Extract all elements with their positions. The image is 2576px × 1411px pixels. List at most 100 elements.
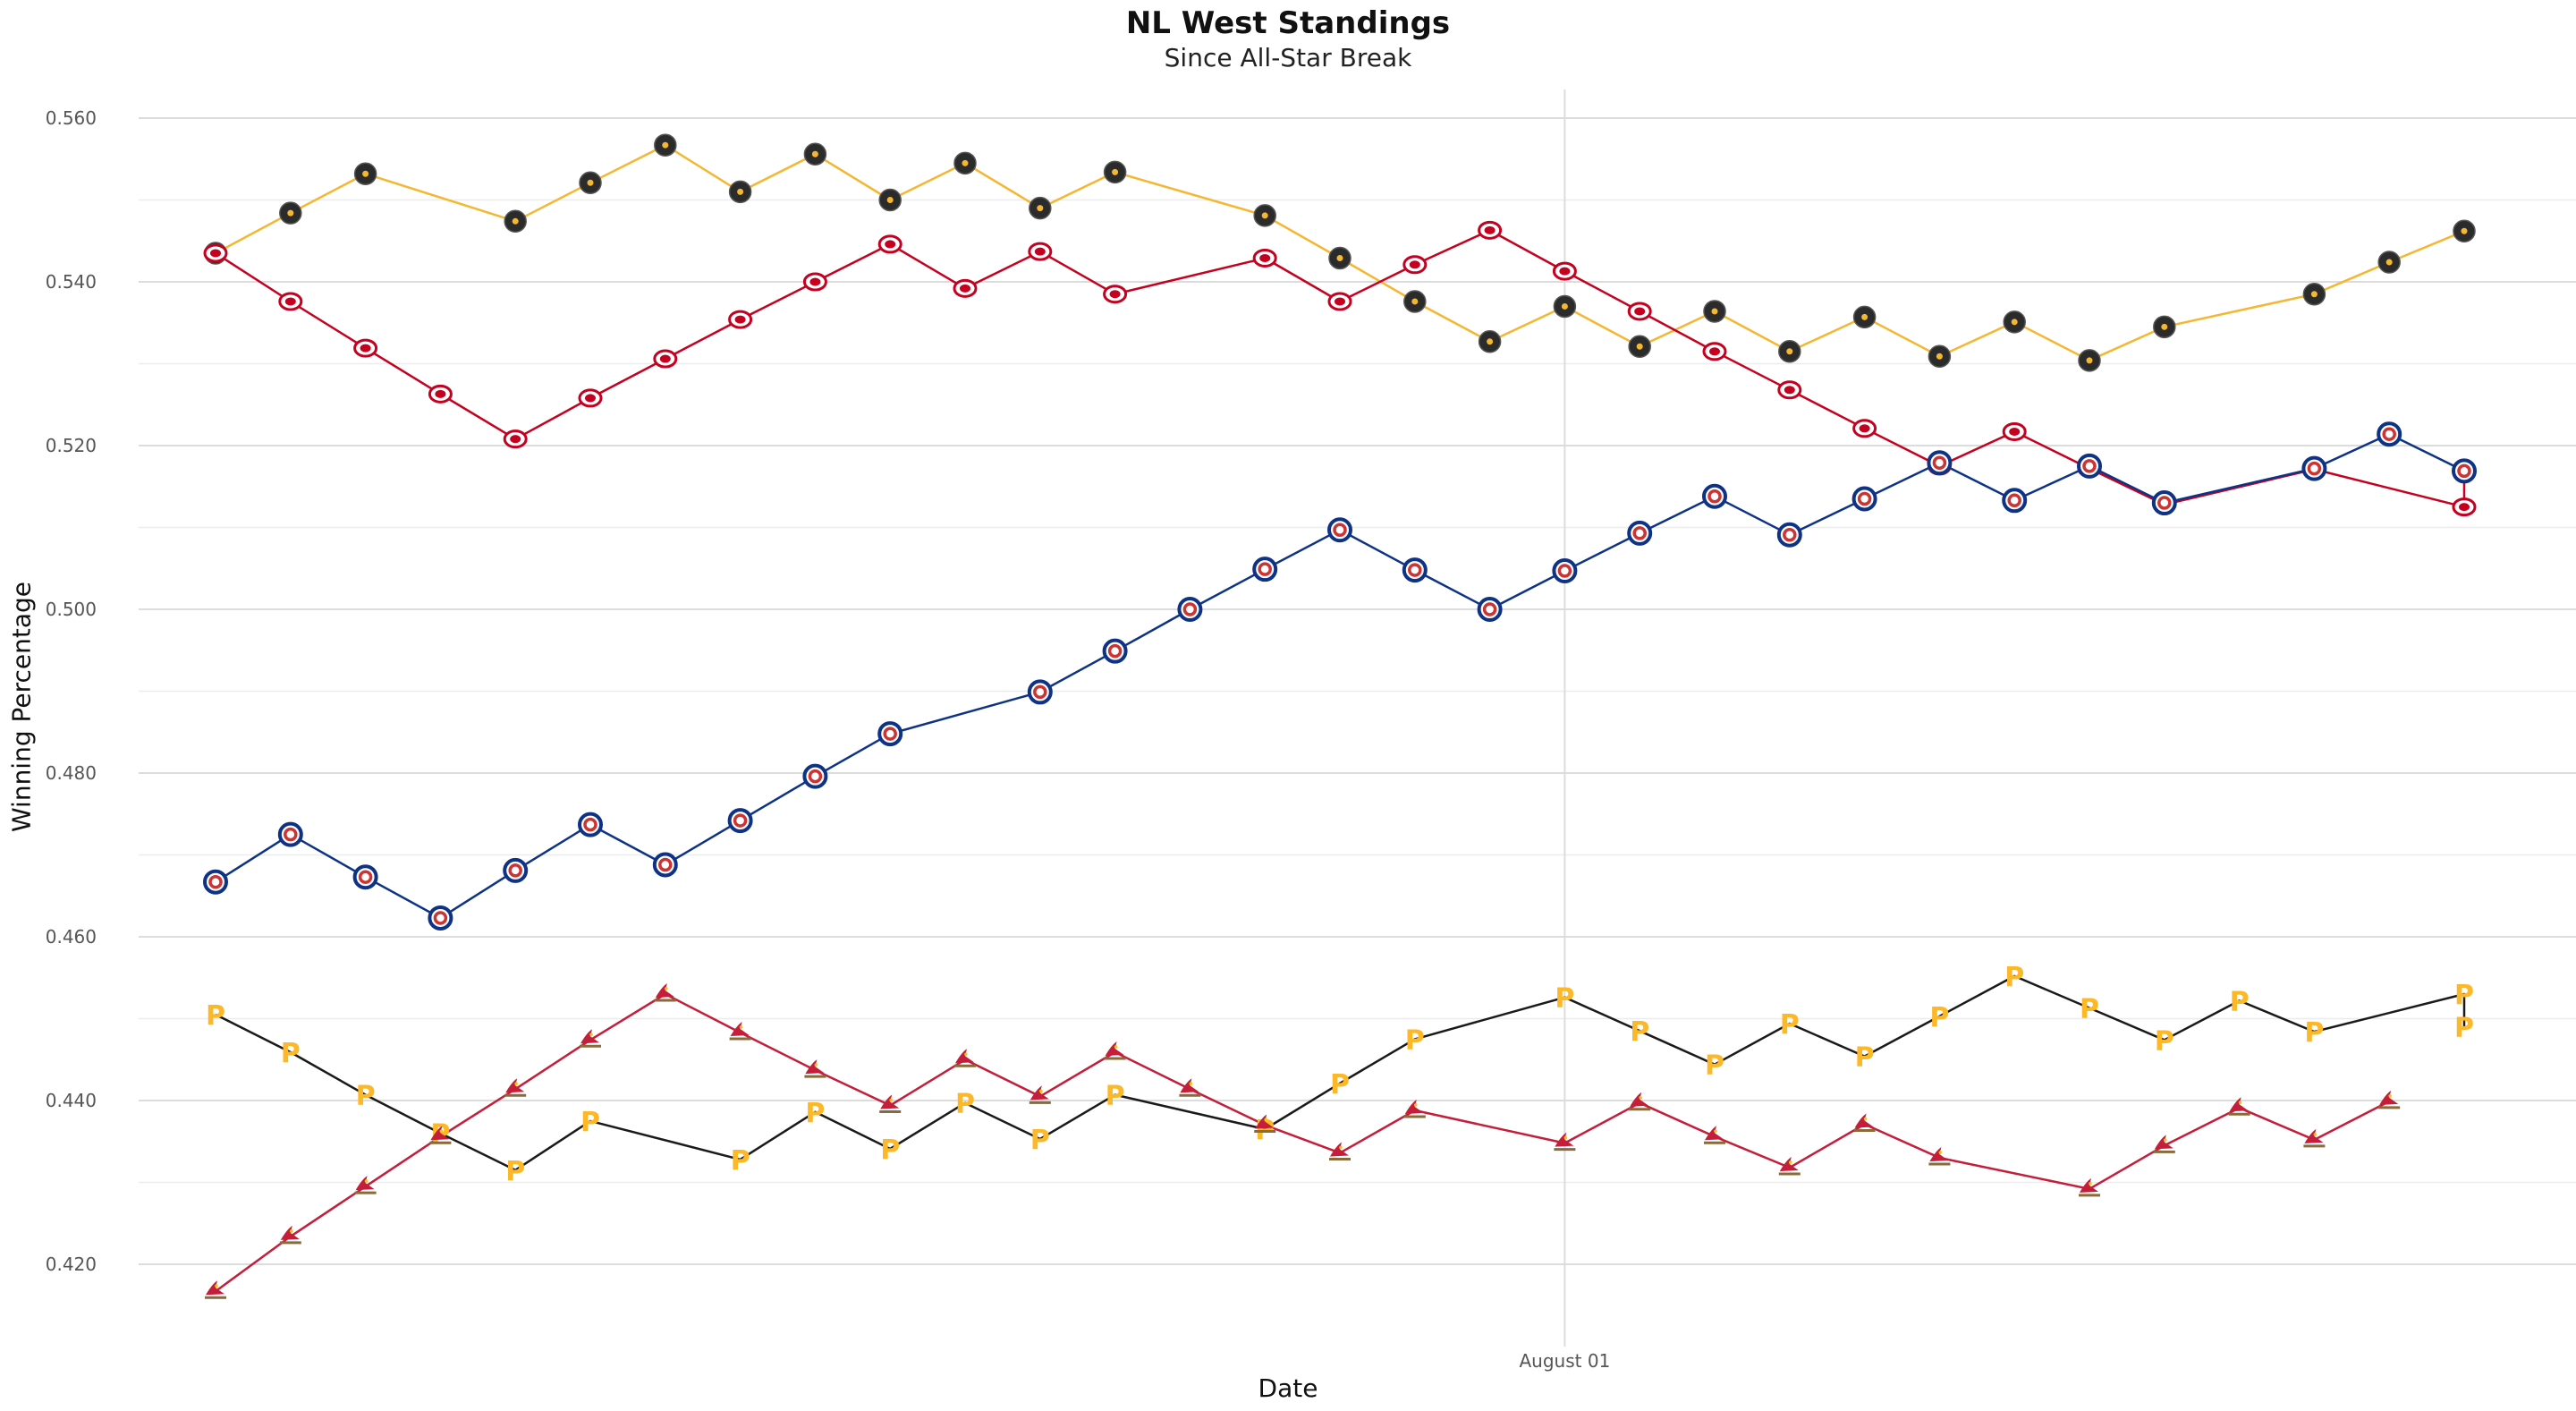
point-bird xyxy=(1330,1142,1349,1157)
data-point-cardinal-bird xyxy=(2079,1177,2100,1197)
point-beak xyxy=(964,1052,968,1057)
point-oval-core xyxy=(1484,225,1496,234)
data-point-blue-ring xyxy=(578,812,603,837)
point-letter: P xyxy=(2155,1025,2174,1057)
data-point-dark-circle xyxy=(1328,246,1352,270)
point-ring-core xyxy=(583,817,597,832)
data-point-letter-P: P xyxy=(1929,1002,1949,1033)
point-dot xyxy=(1336,254,1343,261)
point-letter: P xyxy=(356,1081,376,1112)
data-point-cardinal-bird xyxy=(2303,1128,2326,1148)
point-beak xyxy=(1264,1118,1267,1122)
data-point-red-oval xyxy=(1777,380,1802,400)
data-point-red-oval xyxy=(1252,248,1277,268)
point-oval-core xyxy=(1034,247,1046,256)
point-ring-core xyxy=(1408,563,1422,577)
point-oval-core xyxy=(1559,267,1571,276)
point-dot xyxy=(512,217,519,225)
point-dot xyxy=(662,141,669,149)
point-bird xyxy=(655,983,674,999)
point-letter: P xyxy=(1330,1069,1350,1101)
point-bird xyxy=(955,1049,974,1064)
axis-ticks: 0.420 0.440 0.460 0.480 0.500 0.520 0.540 0.560… xyxy=(46,107,1611,1372)
point-dot xyxy=(287,209,294,217)
point-bird xyxy=(1705,1126,1724,1141)
point-oval-core xyxy=(960,284,970,293)
point-ring xyxy=(1852,486,1877,512)
point-beak xyxy=(589,1033,593,1037)
data-point-dark-circle xyxy=(2377,251,2401,274)
data-point-blue-ring xyxy=(727,808,753,834)
point-ring xyxy=(2452,458,2477,484)
data-point-red-oval xyxy=(353,338,378,358)
point-ring-core xyxy=(2382,427,2396,441)
point-letter: P xyxy=(1630,1016,1649,1048)
point-letter: P xyxy=(1030,1125,1050,1156)
y-tick-label: 0.460 xyxy=(46,926,97,948)
point-dot xyxy=(1037,205,1044,212)
point-dot xyxy=(737,188,744,195)
point-ring xyxy=(352,864,378,890)
data-point-dark-circle xyxy=(1103,160,1127,184)
data-point-cardinal-bird xyxy=(654,983,676,1002)
point-ring xyxy=(1776,522,1802,548)
point-dot xyxy=(1411,298,1419,305)
data-point-red-oval xyxy=(1627,302,1652,321)
point-oval-core xyxy=(1335,297,1345,306)
series-line-3 xyxy=(215,432,2465,920)
point-ring-core xyxy=(2082,459,2097,473)
data-point-cardinal-bird xyxy=(1928,1147,1951,1166)
data-point-dark-circle xyxy=(1778,340,1801,363)
y-tick-label: 0.540 xyxy=(46,271,97,293)
point-bird xyxy=(1630,1092,1649,1107)
data-point-blue-ring xyxy=(2002,488,2028,514)
point-oval-core xyxy=(435,389,446,398)
data-point-letter-P: P xyxy=(1330,1069,1350,1101)
point-beak xyxy=(1938,1151,1943,1154)
point-letter: P xyxy=(505,1156,525,1187)
data-point-red-oval xyxy=(877,234,902,254)
data-point-red-oval xyxy=(953,278,978,298)
point-letter: P xyxy=(955,1089,975,1120)
data-point-blue-ring xyxy=(1477,597,1503,622)
point-dot xyxy=(1711,308,1718,315)
y-tick-label: 0.520 xyxy=(46,435,97,456)
data-point-blue-ring xyxy=(652,852,678,878)
series-line-4 xyxy=(215,974,2466,1172)
data-point-red-oval xyxy=(2002,421,2027,441)
point-dot xyxy=(1487,338,1494,345)
data-point-cardinal-bird xyxy=(1629,1092,1651,1111)
point-oval-core xyxy=(210,249,221,258)
series-markers: PPPPPPPPPPPPPPPPPPPPPPPPPPPP xyxy=(203,133,2477,1299)
data-point-letter-P: P xyxy=(281,1038,301,1069)
data-point-dark-circle xyxy=(504,209,527,234)
point-ring-core xyxy=(1107,643,1123,659)
data-point-blue-ring xyxy=(1027,679,1053,705)
point-beak xyxy=(889,1098,893,1102)
point-oval-core xyxy=(1259,253,1271,262)
point-ring xyxy=(277,821,303,847)
data-point-blue-ring xyxy=(2377,421,2402,447)
data-point-dark-circle xyxy=(579,171,602,195)
y-tick-label: 0.420 xyxy=(46,1254,97,1275)
point-ring xyxy=(428,905,453,931)
data-point-red-oval xyxy=(1852,419,1877,438)
point-ring xyxy=(1927,450,1953,476)
series-line-1 xyxy=(215,143,2465,362)
data-point-dark-circle xyxy=(2078,349,2101,372)
series-line-5 xyxy=(215,992,2390,1293)
data-point-letter-P: P xyxy=(955,1089,975,1120)
y-tick-label: 0.440 xyxy=(46,1090,97,1111)
point-ring xyxy=(1252,557,1278,582)
point-ring xyxy=(1627,520,1653,546)
point-bird xyxy=(805,1059,825,1075)
point-oval-core xyxy=(2459,503,2470,512)
point-bird xyxy=(1404,1099,1424,1114)
point-dot xyxy=(1936,353,1943,360)
data-point-dark-circle xyxy=(1403,290,1427,313)
point-letter: P xyxy=(731,1145,750,1177)
data-point-letter-P: P xyxy=(1030,1125,1050,1156)
data-point-letter-P: P xyxy=(805,1098,825,1129)
point-dot xyxy=(1261,212,1268,219)
data-point-red-oval xyxy=(1103,285,1128,304)
